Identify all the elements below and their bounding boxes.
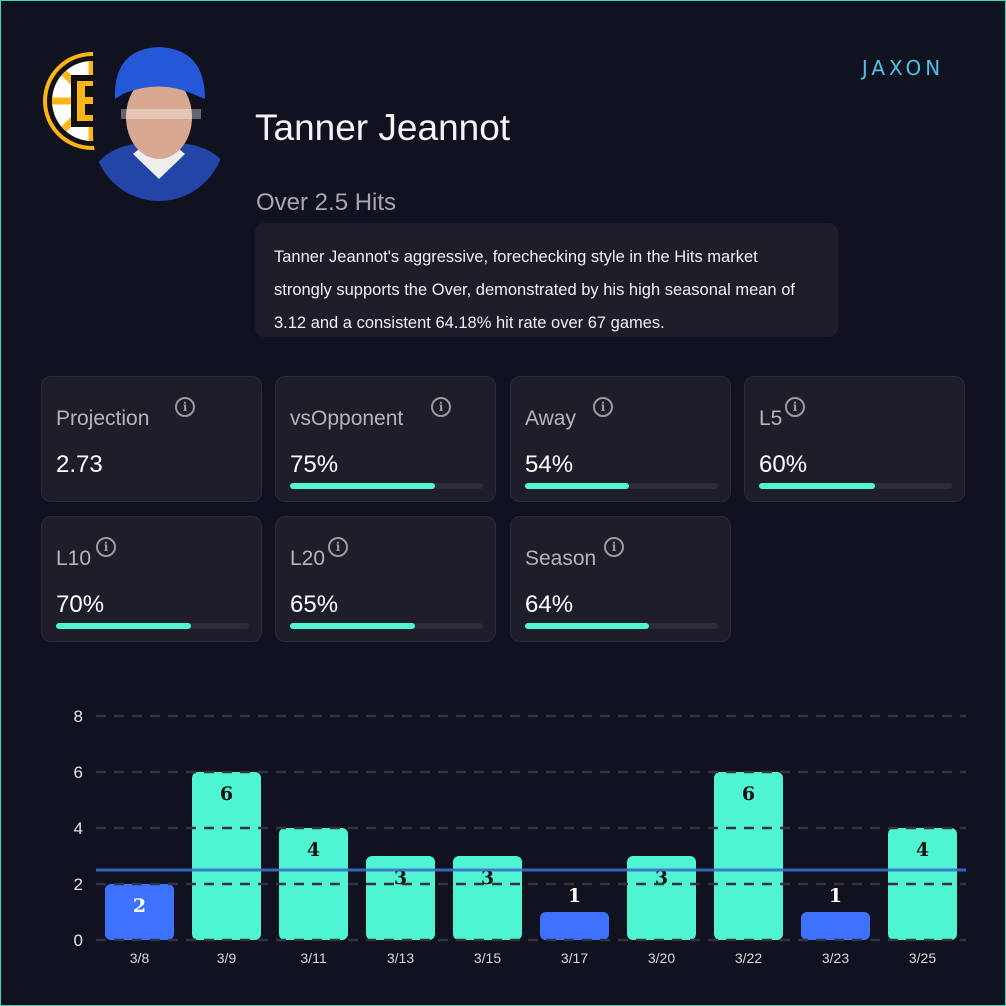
- stat-label: Away: [525, 407, 576, 430]
- stat-label: L5: [759, 407, 783, 430]
- bar-value-label: 3: [481, 867, 494, 889]
- y-tick-label: 4: [74, 819, 83, 838]
- x-tick-label: 3/17: [561, 950, 588, 966]
- info-icon[interactable]: i: [593, 397, 613, 417]
- market-label: Over 2.5 Hits: [256, 189, 397, 216]
- stat-label: Season: [525, 547, 597, 570]
- bar-3/23[interactable]: [801, 912, 870, 940]
- y-tick-label: 0: [74, 931, 83, 950]
- info-icon[interactable]: i: [431, 397, 451, 417]
- stat-value: 54%: [525, 451, 574, 478]
- bar-3/9[interactable]: [192, 772, 261, 940]
- stat-value: 75%: [290, 451, 339, 478]
- bar-3/8[interactable]: [105, 884, 174, 940]
- progress-bar: [525, 483, 718, 489]
- stat-card-vsopponent: vsOpponent i 75%: [275, 376, 496, 502]
- x-tick-label: 3/25: [909, 950, 936, 966]
- stat-card-away: Away i 54%: [510, 376, 731, 502]
- player-name: Tanner Jeannot: [255, 107, 511, 148]
- hits-bar-chart: 23/863/943/1133/1333/1513/1733/2063/2213…: [74, 707, 966, 966]
- stat-card-l5: L5 i 60%: [744, 376, 965, 502]
- progress-bar: [759, 483, 952, 489]
- stat-label: L10: [56, 547, 92, 570]
- player-photo: [93, 39, 225, 201]
- info-icon[interactable]: i: [328, 537, 348, 557]
- bar-3/20[interactable]: [627, 856, 696, 940]
- progress-bar: [290, 623, 483, 629]
- bar-3/25[interactable]: [888, 828, 957, 940]
- stat-value: 64%: [525, 591, 574, 618]
- stat-value: 70%: [56, 591, 105, 618]
- progress-bar: [525, 623, 718, 629]
- x-tick-label: 3/13: [387, 950, 414, 966]
- stat-value: 65%: [290, 591, 339, 618]
- info-icon[interactable]: i: [785, 397, 805, 417]
- x-tick-label: 3/15: [474, 950, 501, 966]
- progress-bar: [56, 623, 249, 629]
- bar-value-label: 4: [307, 839, 320, 861]
- bar-value-label: 6: [220, 783, 233, 805]
- x-tick-label: 3/23: [822, 950, 849, 966]
- x-tick-label: 3/9: [217, 950, 237, 966]
- bar-value-label: 2: [133, 895, 146, 917]
- stat-value: 60%: [759, 451, 808, 478]
- bar-3/22[interactable]: [714, 772, 783, 940]
- stat-label: Projection: [56, 407, 150, 430]
- bar-3/13[interactable]: [366, 856, 435, 940]
- bar-value-label: 4: [916, 839, 929, 861]
- bar-value-label: 6: [742, 783, 755, 805]
- info-icon[interactable]: i: [604, 537, 624, 557]
- stat-card-l10: L10 i 70%: [41, 516, 262, 642]
- x-tick-label: 3/20: [648, 950, 675, 966]
- svg-text:JAXON: JAXON: [860, 56, 944, 80]
- bar-3/15[interactable]: [453, 856, 522, 940]
- x-tick-label: 3/22: [735, 950, 762, 966]
- stat-card-projection: Projection i 2.73: [41, 376, 262, 502]
- progress-bar: [290, 483, 483, 489]
- stat-card-l20: L20 i 65%: [275, 516, 496, 642]
- bar-value-label: 1: [568, 885, 581, 907]
- y-tick-label: 2: [74, 875, 83, 894]
- y-tick-label: 8: [74, 707, 83, 726]
- stat-label: vsOpponent: [290, 407, 404, 430]
- x-tick-label: 3/11: [300, 950, 326, 966]
- y-tick-label: 6: [74, 763, 83, 782]
- stat-label: L20: [290, 547, 326, 570]
- analysis-text: Tanner Jeannot's aggressive, forecheckin…: [255, 223, 838, 337]
- x-tick-label: 3/8: [130, 950, 150, 966]
- info-icon[interactable]: i: [96, 537, 116, 557]
- stat-card-season: Season i 64%: [510, 516, 731, 642]
- bar-3/17[interactable]: [540, 912, 609, 940]
- info-icon[interactable]: i: [175, 397, 195, 417]
- bar-value-label: 1: [829, 885, 842, 907]
- stat-value: 2.73: [56, 451, 103, 478]
- brand-logo: JAXON: [860, 56, 944, 80]
